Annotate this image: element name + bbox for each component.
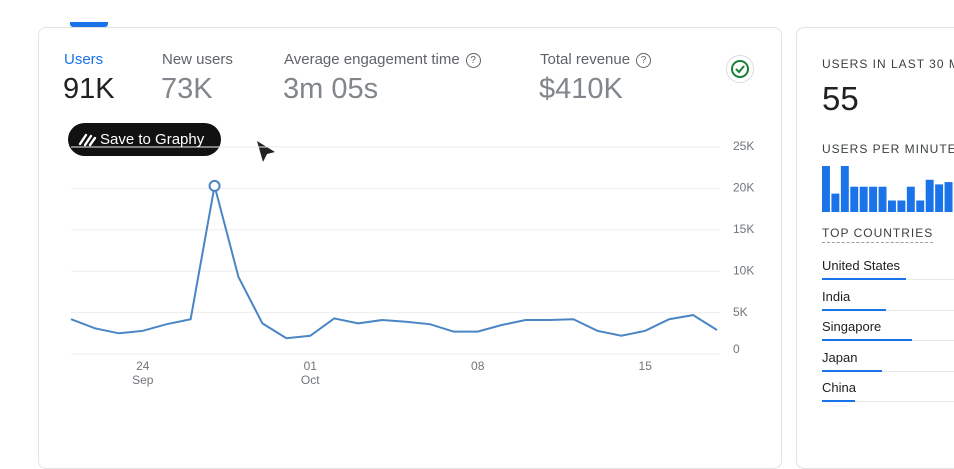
country-bar (822, 369, 882, 372)
y-tick-label: 25K (733, 139, 754, 153)
x-tick-label: 01 (304, 359, 318, 373)
country-divider (822, 309, 954, 311)
metric-value: $410K (539, 73, 623, 105)
minute-bar (906, 186, 915, 212)
minute-bar (878, 186, 887, 212)
graphy-icon (78, 133, 97, 147)
y-tick-label: 20K (733, 181, 754, 195)
minute-bar (944, 182, 953, 212)
overview-card (38, 27, 782, 469)
minute-bar (859, 186, 868, 212)
save-button[interactable]: Save to Graphy (68, 123, 221, 156)
country-bar (822, 339, 912, 341)
help-icon: ? (465, 53, 481, 68)
metric-label: Average engagement time? (284, 51, 481, 68)
metric-value: 3m 05s (283, 73, 379, 105)
metric-value: 91K (63, 73, 115, 105)
minute-bar (916, 200, 925, 212)
countries-title: TOP COUNTRIES (822, 226, 934, 243)
y-tick-label: 5K (733, 305, 748, 319)
country-name: India (822, 288, 851, 304)
per-minute-chart (822, 166, 953, 212)
country-name: Singapore (822, 319, 882, 334)
tab-indicator (70, 22, 108, 27)
country-bar (822, 400, 855, 402)
save-label: Save to Graphy (100, 131, 205, 148)
metric-label: New users (162, 51, 233, 68)
page: Users 91K New users 73K Average engagement t… (38, 22, 954, 469)
x-tick-sublabel: Sep (132, 373, 154, 387)
per-minute-title: USERS PER MINUTE (822, 142, 954, 156)
minute-bar (925, 179, 934, 212)
status-icon (726, 55, 754, 83)
minute-bar (840, 166, 849, 212)
minute-bar (822, 166, 830, 212)
x-tick-sublabel: Oct (301, 373, 320, 387)
country-divider (822, 370, 954, 372)
minute-bar (831, 193, 840, 212)
series-line (70, 185, 718, 340)
check-icon (731, 60, 749, 78)
realtime-card (796, 27, 954, 469)
minute-bar (850, 186, 859, 212)
country-name: China (822, 380, 856, 395)
peak-point (208, 179, 221, 192)
cursor (257, 141, 275, 162)
realtime-title: USERS IN LAST 30 MI (822, 57, 954, 71)
minute-bar (888, 200, 896, 212)
metric-label: Users (64, 51, 104, 68)
minute-bar (869, 186, 878, 212)
minute-bar (935, 184, 944, 212)
country-bar (822, 308, 886, 311)
country-name: Japan (822, 349, 858, 365)
metric-value: 73K (161, 73, 213, 105)
country-name: United States (822, 258, 901, 273)
x-tick-label: 24 (136, 359, 150, 373)
y-tick-label: 15K (733, 222, 754, 236)
country-divider (822, 401, 954, 402)
x-tick-label: 08 (471, 359, 485, 373)
x-tick-label: 15 (639, 359, 653, 373)
help-icon: ? (636, 53, 652, 68)
minute-bar (897, 200, 906, 212)
y-tick-label: 10K (733, 263, 754, 277)
y-tick-label: 0 (733, 342, 740, 356)
country-bar (822, 278, 906, 280)
metric-label: Total revenue? (540, 51, 652, 68)
realtime-value: 55 (822, 80, 859, 117)
